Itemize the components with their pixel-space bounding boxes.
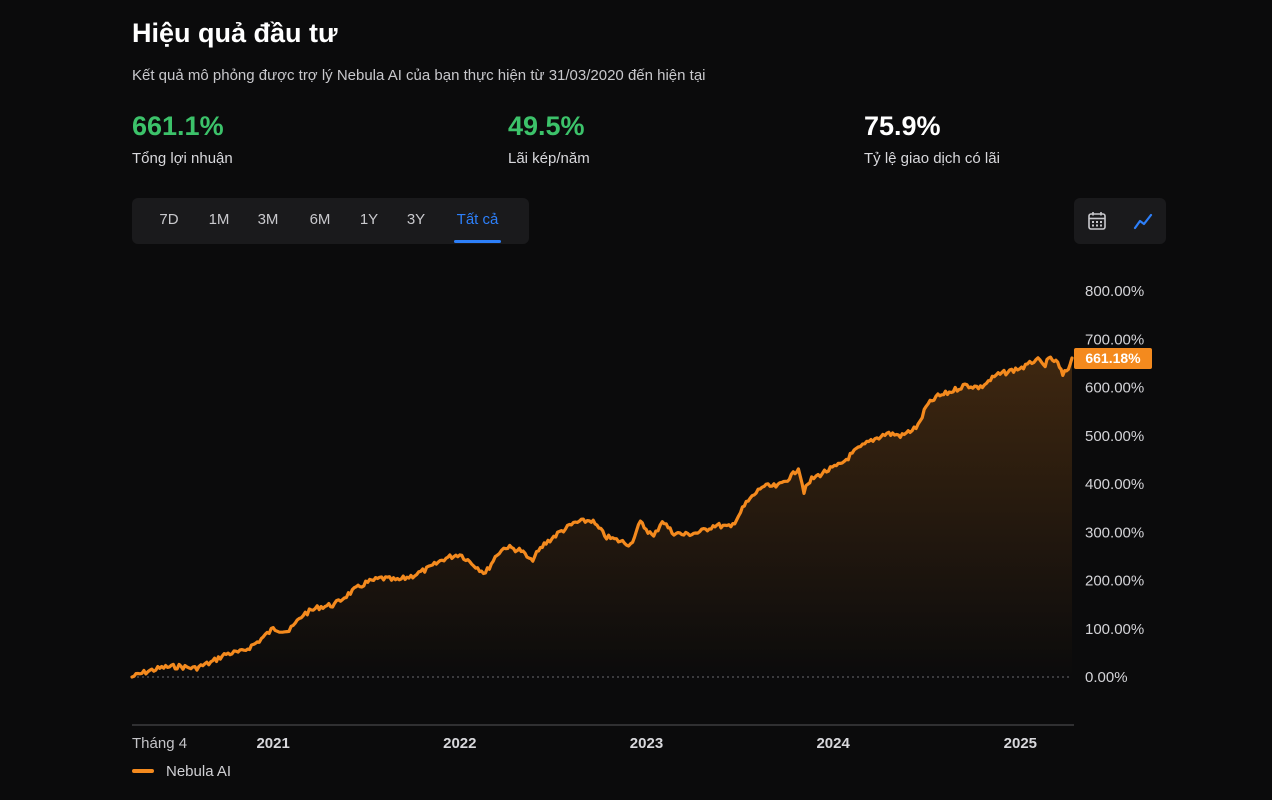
last-value-badge [1074, 347, 1152, 369]
stat-value: 661.1% [132, 111, 224, 141]
chart-tools [1074, 198, 1166, 244]
x-tick-label: 2024 [816, 735, 850, 752]
chart-legend: Nebula AI [132, 760, 231, 782]
tab-6m[interactable]: 6M [309, 211, 331, 228]
stat-label: Tổng lợi nhuận [132, 150, 233, 167]
stat-value: 75.9% [864, 111, 941, 141]
stat-label: Tỷ lệ giao dịch có lãi [864, 150, 1000, 167]
tab-1y[interactable]: 1Y [359, 211, 379, 228]
stat-label: Lãi kép/năm [508, 150, 590, 167]
x-tick-label: 2021 [256, 735, 289, 752]
performance-chart: 0.00% 100.00% 200.00% 300.00% 400.00% 500.00%… [130, 283, 1152, 752]
series-area-nebula-ai [132, 357, 1072, 677]
tab-3y[interactable]: 3Y [406, 211, 426, 228]
tab-all[interactable]: Tất cả [454, 198, 501, 244]
x-tick-label: Tháng 4 [132, 735, 187, 752]
y-tick-label: 200.00% [1085, 573, 1144, 590]
page-title: Hiệu quả đầu tư [132, 18, 338, 48]
last-value-label: 661.18% [1085, 350, 1141, 366]
x-tick-label: 2025 [1004, 735, 1037, 752]
y-tick-label: 500.00% [1085, 428, 1144, 445]
page-subtitle: Kết quả mô phỏng được trợ lý Nebula AI c… [132, 67, 706, 84]
stat-value: 49.5% [508, 111, 585, 141]
y-tick-label: 0.00% [1085, 669, 1128, 686]
legend-swatch [132, 769, 154, 773]
x-tick-label: 2023 [630, 735, 663, 752]
legend-label: Nebula AI [166, 762, 232, 780]
y-tick-label: 800.00% [1085, 283, 1144, 300]
y-tick-label: 700.00% [1085, 331, 1144, 348]
y-tick-label: 400.00% [1085, 476, 1144, 493]
stat-win-rate: 75.9% Tỷ lệ giao dịch có lãi [864, 110, 1000, 167]
series-line-nebula-ai [130, 355, 1074, 679]
stat-total-profit: 661.1% Tổng lợi nhuận [132, 110, 233, 167]
tab-7d[interactable]: 7D [159, 211, 179, 228]
y-tick-label: 600.00% [1085, 380, 1144, 397]
calendar-icon[interactable] [1085, 209, 1109, 233]
x-tick-label: 2022 [443, 735, 476, 752]
tab-3m[interactable]: 3M [257, 211, 279, 228]
y-tick-label: 100.00% [1085, 621, 1144, 638]
stat-compound-annual: 49.5% Lãi kép/năm [508, 110, 590, 167]
y-tick-label: 300.00% [1085, 524, 1144, 541]
time-range-tabs: 7D 1M 3M 6M 1Y 3Y Tất cả [132, 198, 529, 244]
tab-1m[interactable]: 1M [208, 211, 230, 228]
line-chart-icon[interactable] [1131, 209, 1155, 233]
